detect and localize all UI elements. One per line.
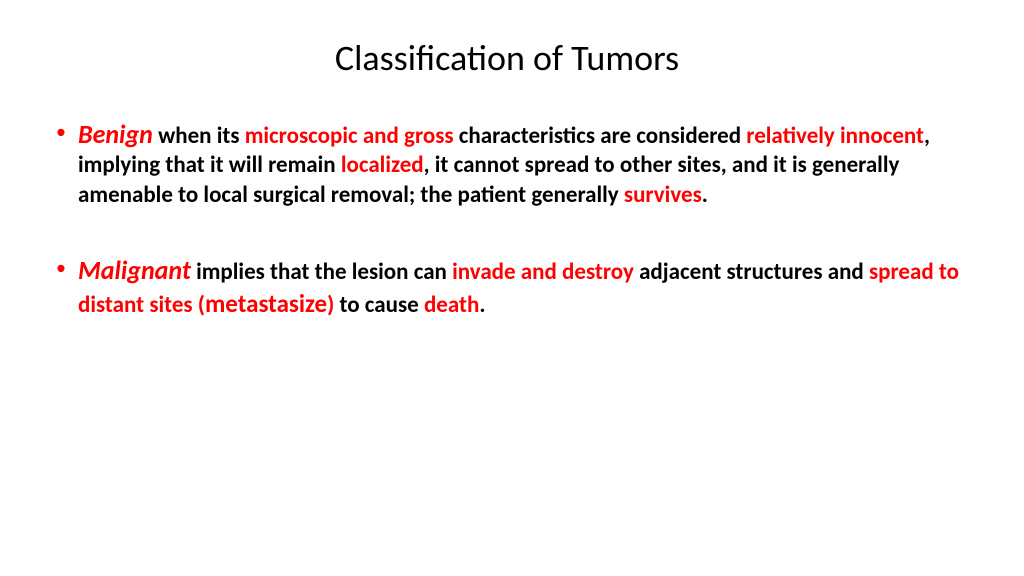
bullet-lead: Malignant [78, 254, 191, 286]
bullet-lead: Benign [78, 118, 153, 150]
bullet-list: Benign when its microscopic and gross ch… [50, 118, 964, 320]
bullet-benign: Benign when its microscopic and gross ch… [50, 118, 964, 210]
plain-text: . [702, 181, 708, 209]
highlight-text: invade and destroy [452, 258, 634, 286]
plain-text: to cause [334, 291, 424, 319]
plain-text: characteristics are considered [454, 122, 747, 150]
highlight-text: localized [341, 151, 424, 179]
highlight-text: relatively innocent [746, 122, 924, 150]
bullet-body: implies that the lesion can invade and d… [78, 258, 959, 318]
bullet-body: when its microscopic and gross character… [78, 122, 930, 209]
slide-title: Classification of Tumors [50, 36, 964, 80]
highlight-text: survives [624, 181, 702, 209]
highlight-text: microscopic and gross [245, 122, 454, 150]
plain-text: adjacent structures and [634, 258, 869, 286]
bullet-malignant: Malignant implies that the lesion can in… [50, 254, 964, 320]
highlight-text: death [424, 291, 479, 319]
plain-text: . [479, 291, 485, 319]
highlight-text: metastasize [205, 288, 327, 319]
plain-text: implies that the lesion can [191, 258, 452, 286]
plain-text: when its [153, 122, 245, 150]
